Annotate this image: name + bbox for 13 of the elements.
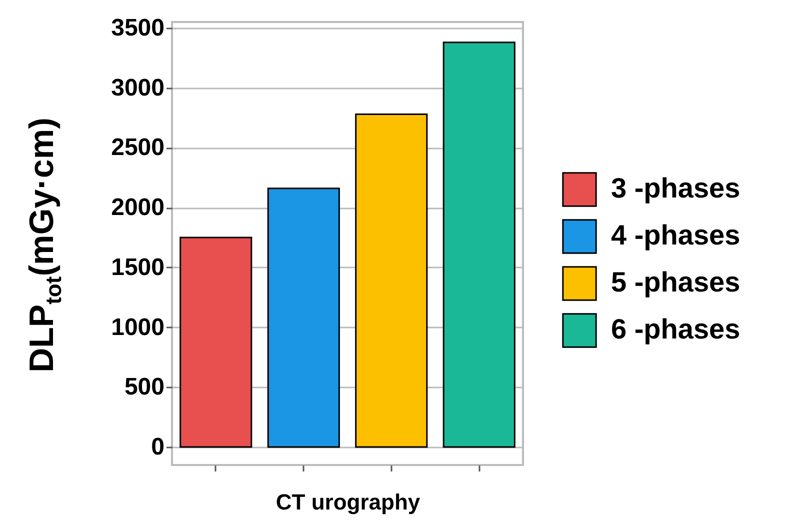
legend-label: 6 -phases bbox=[611, 314, 740, 344]
x-axis-title: CT urography bbox=[276, 489, 421, 514]
legend-label: 4 -phases bbox=[611, 220, 740, 250]
y-tick-label: 1000 bbox=[111, 314, 164, 341]
y-tick-label: 2000 bbox=[111, 194, 164, 222]
y-tick-label: 3500 bbox=[111, 14, 164, 42]
y-tick-label: 2500 bbox=[111, 134, 164, 162]
y-tick-label: 1500 bbox=[111, 254, 164, 281]
legend-label: 5 -phases bbox=[611, 266, 740, 298]
y-tick-label: 500 bbox=[124, 374, 164, 401]
legend-label: 3 -phases bbox=[611, 172, 740, 204]
y-tick-label: 3000 bbox=[111, 74, 164, 102]
y-tick-label: 0 bbox=[151, 434, 164, 461]
